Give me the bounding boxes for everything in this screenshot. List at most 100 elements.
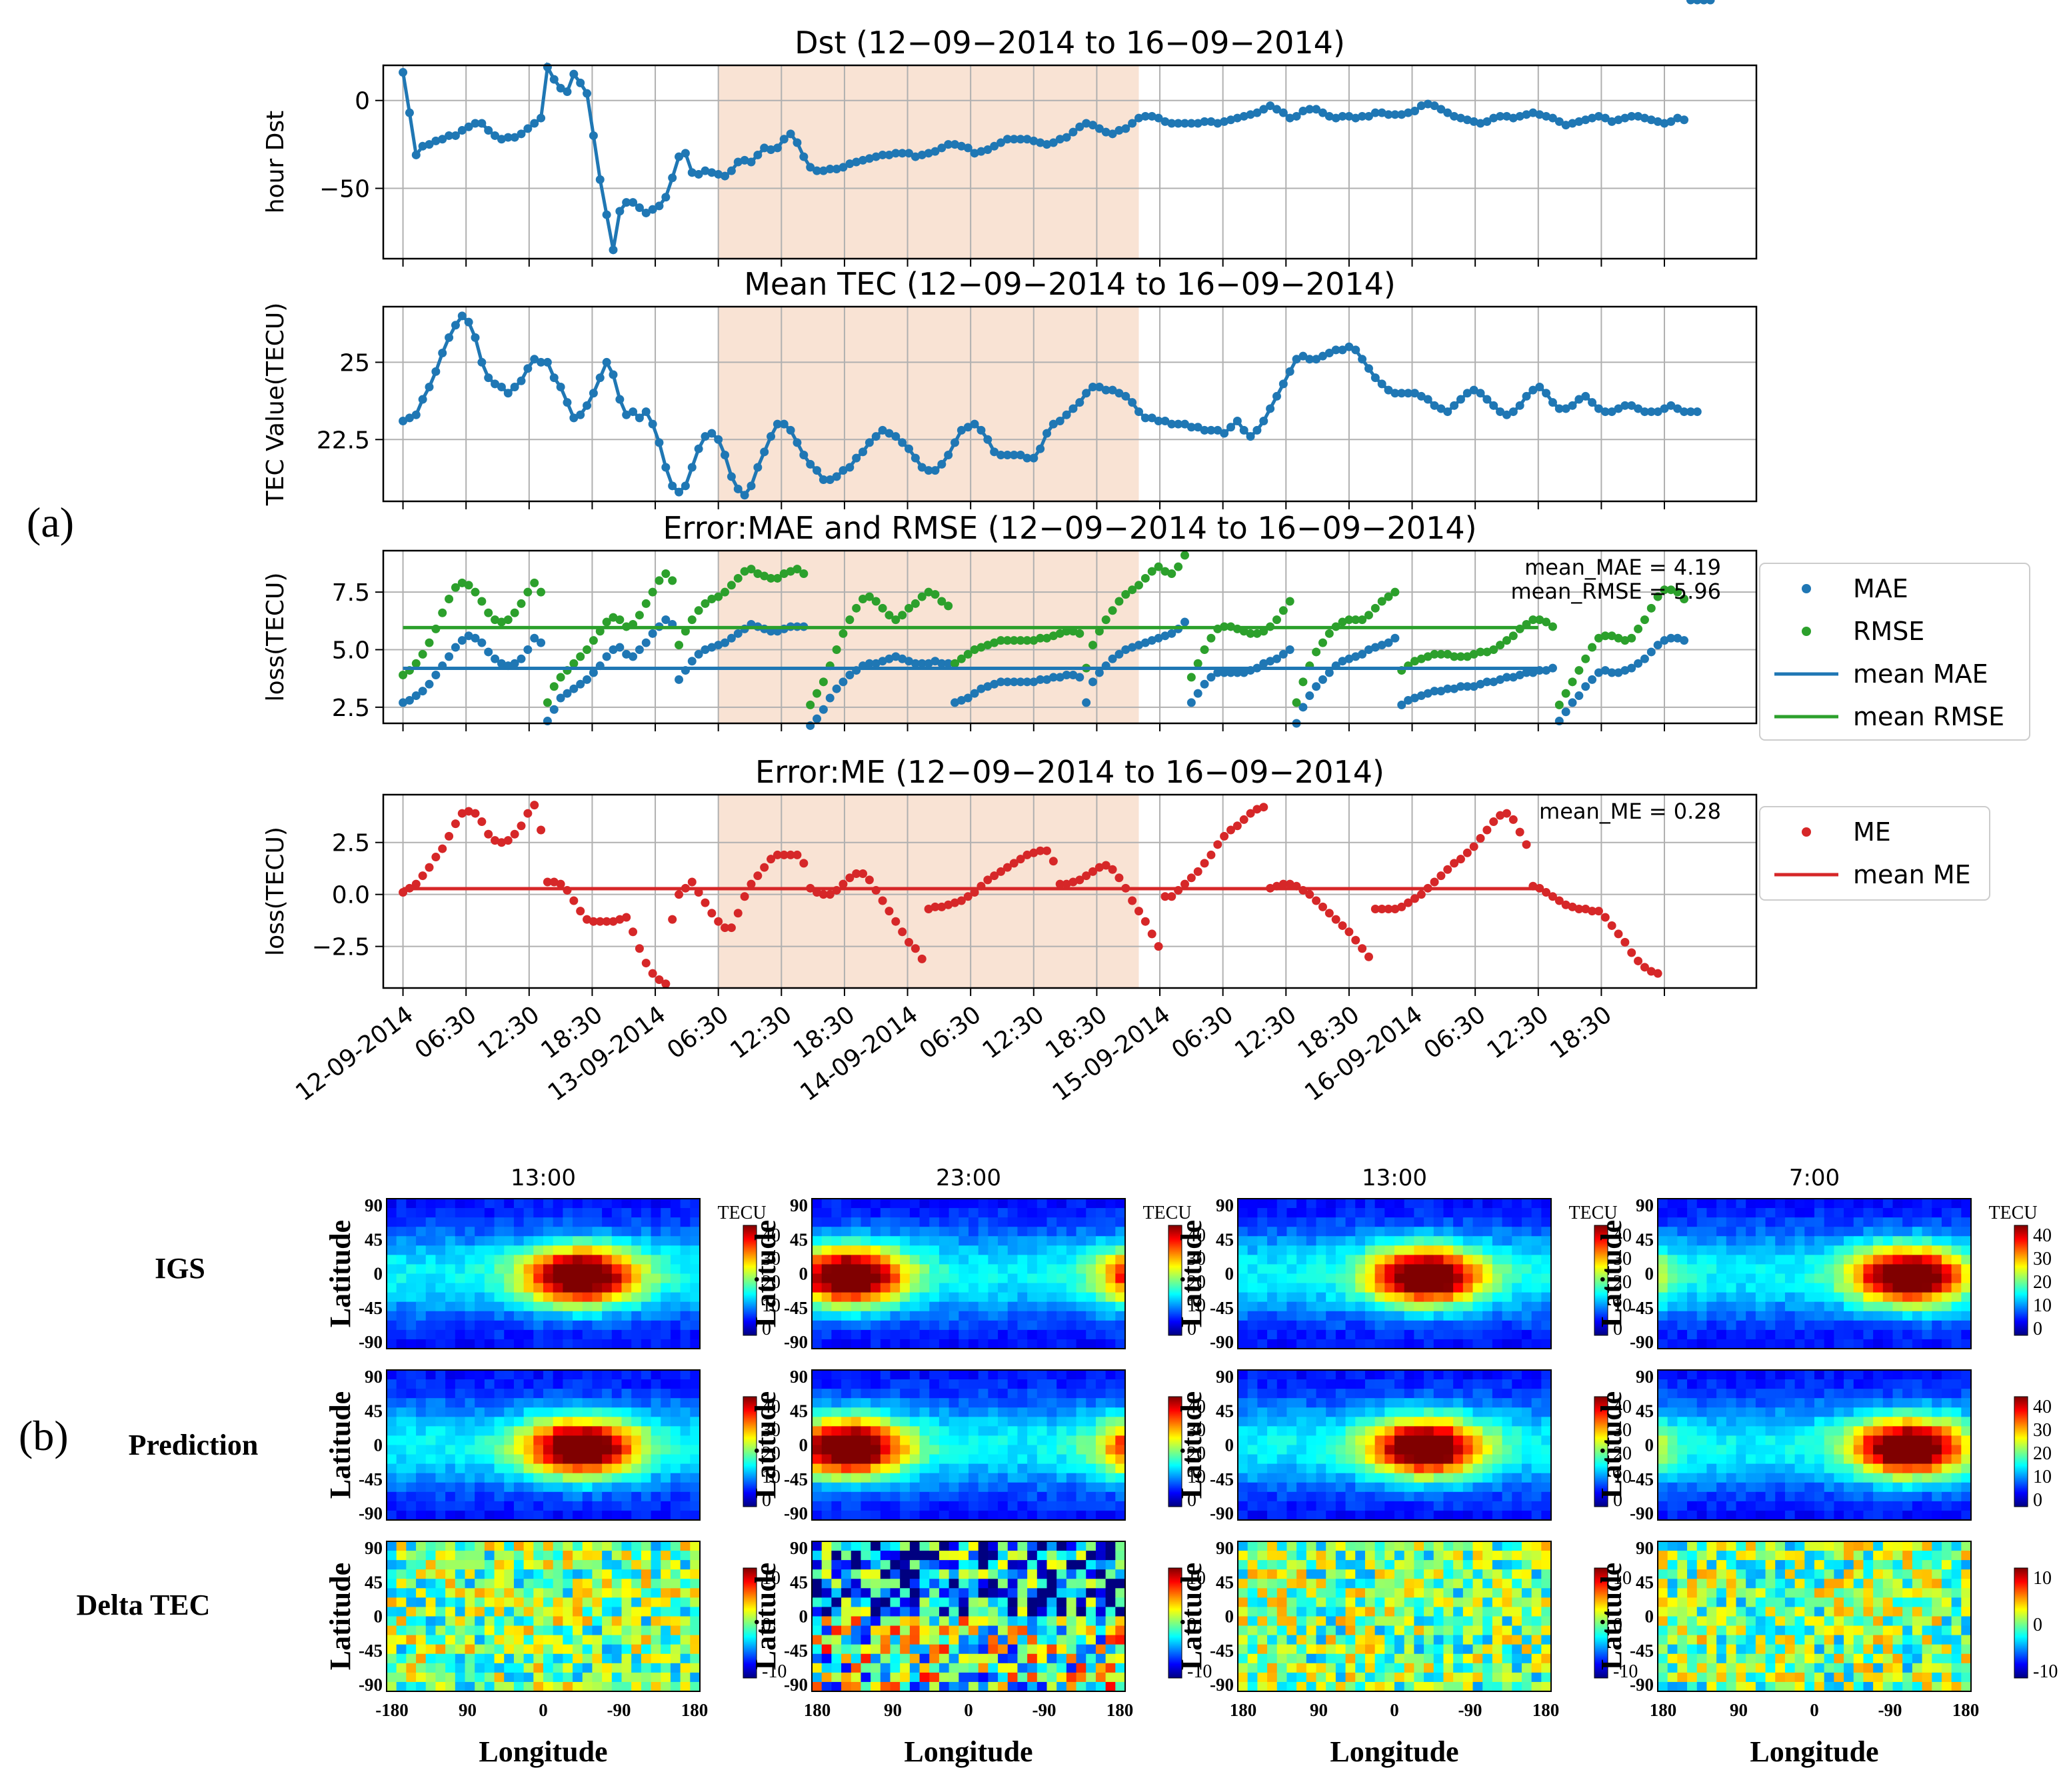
map-cell xyxy=(543,1616,554,1627)
map-cell xyxy=(851,1370,862,1380)
map-cell xyxy=(543,1569,554,1579)
map-cell xyxy=(1036,1311,1048,1321)
data-point xyxy=(661,463,671,472)
map-cell xyxy=(890,1569,901,1579)
shaded-storm-period xyxy=(718,551,1139,723)
map-cell xyxy=(445,1491,456,1502)
map-cell xyxy=(465,1681,475,1692)
map-cell xyxy=(504,1370,515,1380)
data-point-mae xyxy=(707,643,717,652)
data-point xyxy=(1193,119,1202,128)
map-cell xyxy=(661,1389,671,1399)
map-cell xyxy=(504,1644,515,1655)
y-tick-label: 5.0 xyxy=(332,637,370,664)
data-point xyxy=(1423,99,1432,109)
map-cell xyxy=(465,1435,475,1446)
map-cell xyxy=(475,1569,485,1579)
map-cell xyxy=(1257,1445,1268,1455)
map-cell xyxy=(969,1417,979,1427)
map-cell xyxy=(406,1255,417,1265)
map-cell xyxy=(1306,1301,1317,1312)
map-cell xyxy=(851,1597,862,1608)
map-cell xyxy=(821,1292,832,1303)
map-cell xyxy=(680,1339,691,1349)
data-point-rmse xyxy=(615,615,625,625)
map-cell xyxy=(553,1510,563,1521)
map-cell xyxy=(959,1597,969,1608)
map-cell xyxy=(396,1199,407,1209)
map-cell xyxy=(494,1311,505,1321)
map-cell xyxy=(841,1407,852,1417)
map-cell xyxy=(504,1379,515,1389)
data-point-rmse xyxy=(1423,652,1432,661)
map-cell xyxy=(1326,1217,1336,1227)
map-cell xyxy=(1105,1227,1116,1237)
map-cell xyxy=(871,1607,881,1617)
map-cell xyxy=(988,1379,999,1389)
map-cell xyxy=(1335,1339,1346,1349)
map-cell xyxy=(1056,1454,1067,1465)
map-cell xyxy=(821,1653,832,1664)
map-cell xyxy=(1056,1607,1067,1617)
data-point-mae xyxy=(411,691,421,701)
map-cell xyxy=(1007,1435,1019,1446)
y-axis-label: hour Dst xyxy=(262,111,289,214)
data-point-rmse xyxy=(1496,641,1505,650)
map-cell xyxy=(900,1625,911,1636)
map-cell xyxy=(592,1311,603,1321)
map-cell xyxy=(582,1379,593,1389)
map-cell xyxy=(1355,1339,1366,1349)
map-cell xyxy=(1046,1473,1057,1483)
data-point-mae xyxy=(635,645,644,654)
map-cell xyxy=(1257,1398,1268,1408)
map-cell xyxy=(969,1301,979,1312)
map-cell xyxy=(1056,1435,1067,1446)
map-cell xyxy=(445,1541,456,1551)
map-cell xyxy=(978,1445,989,1455)
map-cell xyxy=(425,1463,437,1474)
map-cell xyxy=(841,1588,852,1598)
map-cell xyxy=(523,1644,534,1655)
data-point-mae xyxy=(1489,677,1498,687)
map-cell xyxy=(861,1635,871,1645)
map-cell xyxy=(484,1588,495,1598)
colorbar-tick-label: 10 xyxy=(762,1467,781,1487)
map-cell xyxy=(978,1653,989,1664)
map-cell xyxy=(851,1417,862,1427)
map-cell xyxy=(670,1227,681,1237)
map-cell xyxy=(919,1551,930,1561)
map-cell xyxy=(1027,1607,1038,1617)
data-point xyxy=(1082,389,1091,398)
map-cell xyxy=(651,1445,661,1455)
data-point-rmse xyxy=(1351,615,1360,625)
map-cell xyxy=(504,1245,515,1255)
map-cell xyxy=(1007,1199,1019,1209)
data-point-mae xyxy=(1272,654,1281,663)
map-cell xyxy=(396,1454,407,1465)
map-cell xyxy=(484,1672,495,1683)
map-cell xyxy=(919,1199,930,1209)
map-cell xyxy=(1462,1320,1474,1331)
map-cell xyxy=(445,1463,456,1474)
map-cell xyxy=(831,1635,842,1645)
map-cell xyxy=(1076,1625,1086,1636)
data-point-me xyxy=(1160,892,1170,901)
map-cell xyxy=(553,1541,563,1551)
map-cell xyxy=(812,1681,823,1692)
map-cell xyxy=(661,1236,671,1246)
map-cell xyxy=(1115,1501,1126,1511)
data-point-rmse xyxy=(1048,631,1058,641)
map-cell xyxy=(494,1635,505,1645)
map-cell xyxy=(484,1407,495,1417)
data-point-rmse xyxy=(931,590,940,599)
map-cell xyxy=(861,1311,871,1321)
data-point xyxy=(839,163,848,172)
map-cell xyxy=(445,1417,456,1427)
map-cell xyxy=(861,1407,871,1417)
map-cell xyxy=(861,1454,871,1465)
map-cell xyxy=(1267,1283,1278,1293)
map-cell xyxy=(465,1597,475,1608)
map-cell xyxy=(1056,1597,1067,1608)
map-cell xyxy=(670,1569,681,1579)
map-cell xyxy=(978,1199,989,1209)
